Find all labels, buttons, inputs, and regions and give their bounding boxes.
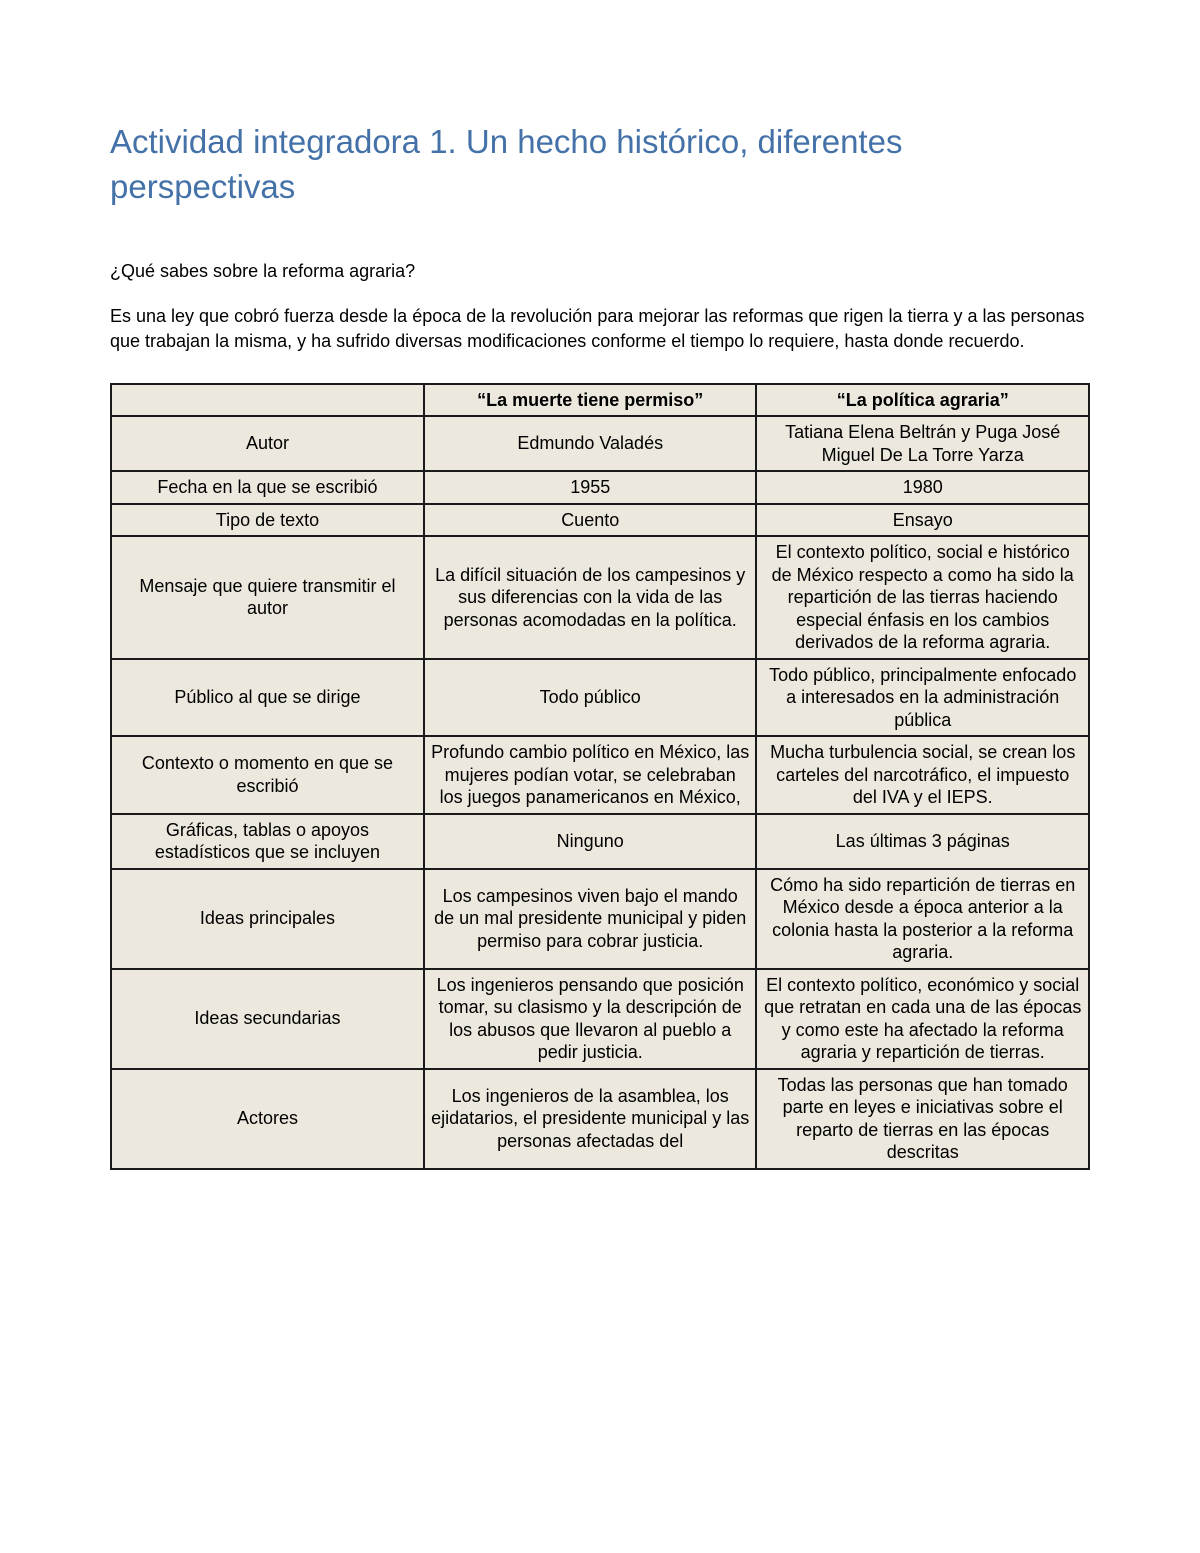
row-col-a: Profundo cambio político en México, las … [424, 736, 757, 814]
row-col-a: 1955 [424, 471, 757, 504]
table-row: Ideas secundarias Los ingenieros pensand… [111, 969, 1089, 1069]
row-label: Ideas principales [111, 869, 424, 969]
row-col-b: El contexto político, económico y social… [756, 969, 1089, 1069]
row-col-a: Edmundo Valadés [424, 416, 757, 471]
document-page: Actividad integradora 1. Un hecho histór… [0, 0, 1200, 1230]
row-col-b: Mucha turbulencia social, se crean los c… [756, 736, 1089, 814]
comparison-table: “La muerte tiene permiso” “La política a… [110, 383, 1090, 1170]
row-col-b: Cómo ha sido repartición de tierras en M… [756, 869, 1089, 969]
header-col-a: “La muerte tiene permiso” [424, 384, 757, 417]
table-header-row: “La muerte tiene permiso” “La política a… [111, 384, 1089, 417]
row-col-b: Todas las personas que han tomado parte … [756, 1069, 1089, 1169]
row-col-a: Ninguno [424, 814, 757, 869]
row-label: Ideas secundarias [111, 969, 424, 1069]
row-label: Mensaje que quiere transmitir el autor [111, 536, 424, 659]
row-label: Contexto o momento en que se escribió [111, 736, 424, 814]
row-col-a: Los ingenieros pensando que posición tom… [424, 969, 757, 1069]
table-row: Tipo de texto Cuento Ensayo [111, 504, 1089, 537]
header-blank [111, 384, 424, 417]
table-row: Actores Los ingenieros de la asamblea, l… [111, 1069, 1089, 1169]
row-col-a: Todo público [424, 659, 757, 737]
page-title: Actividad integradora 1. Un hecho histór… [110, 120, 1090, 209]
row-col-b: 1980 [756, 471, 1089, 504]
row-label: Tipo de texto [111, 504, 424, 537]
row-col-a: Los campesinos viven bajo el mando de un… [424, 869, 757, 969]
table-row: Contexto o momento en que se escribió Pr… [111, 736, 1089, 814]
row-label: Actores [111, 1069, 424, 1169]
row-col-b: Las últimas 3 páginas [756, 814, 1089, 869]
row-col-b: El contexto político, social e histórico… [756, 536, 1089, 659]
row-col-a: Cuento [424, 504, 757, 537]
row-col-a: La difícil situación de los campesinos y… [424, 536, 757, 659]
answer-text: Es una ley que cobró fuerza desde la épo… [110, 304, 1090, 354]
question-text: ¿Qué sabes sobre la reforma agraria? [110, 259, 1090, 284]
row-col-b: Todo público, principalmente enfocado a … [756, 659, 1089, 737]
header-col-b: “La política agraria” [756, 384, 1089, 417]
row-label: Público al que se dirige [111, 659, 424, 737]
table-row: Ideas principales Los campesinos viven b… [111, 869, 1089, 969]
row-label: Gráficas, tablas o apoyos estadísticos q… [111, 814, 424, 869]
row-col-a: Los ingenieros de la asamblea, los ejida… [424, 1069, 757, 1169]
table-row: Mensaje que quiere transmitir el autor L… [111, 536, 1089, 659]
row-col-b: Tatiana Elena Beltrán y Puga José Miguel… [756, 416, 1089, 471]
row-label: Autor [111, 416, 424, 471]
row-label: Fecha en la que se escribió [111, 471, 424, 504]
table-row: Público al que se dirige Todo público To… [111, 659, 1089, 737]
row-col-b: Ensayo [756, 504, 1089, 537]
table-row: Gráficas, tablas o apoyos estadísticos q… [111, 814, 1089, 869]
table-row: Fecha en la que se escribió 1955 1980 [111, 471, 1089, 504]
table-row: Autor Edmundo Valadés Tatiana Elena Belt… [111, 416, 1089, 471]
